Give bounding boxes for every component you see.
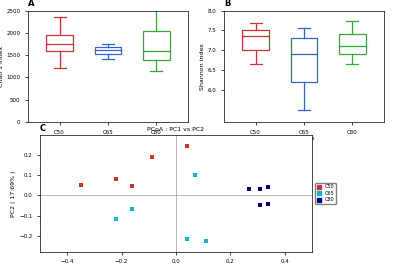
- Text: A: A: [28, 0, 34, 8]
- Point: [192, 173, 198, 178]
- X-axis label: Groups: Groups: [293, 136, 315, 141]
- Bar: [339, 34, 366, 54]
- Text: B: B: [224, 0, 230, 8]
- Y-axis label: Chao 1 index: Chao 1 index: [0, 46, 4, 87]
- Legend: C50, C65, C80: C50, C65, C80: [315, 183, 336, 204]
- X-axis label: Groups: Groups: [97, 136, 119, 141]
- Point: [246, 187, 253, 192]
- Bar: [46, 35, 73, 51]
- Point: [203, 238, 209, 243]
- Point: [265, 201, 272, 206]
- Text: C: C: [40, 124, 46, 133]
- Point: [113, 217, 119, 221]
- Point: [257, 187, 264, 192]
- Bar: [143, 31, 170, 60]
- Point: [129, 184, 136, 188]
- Point: [113, 177, 119, 182]
- Point: [265, 185, 272, 189]
- Point: [184, 144, 190, 148]
- Bar: [291, 38, 317, 82]
- Y-axis label: PC2 ( 17.69% ): PC2 ( 17.69% ): [11, 170, 16, 217]
- Title: PCoA : PC1 vs PC2: PCoA : PC1 vs PC2: [148, 127, 204, 132]
- Point: [129, 206, 136, 211]
- Point: [78, 183, 84, 188]
- Bar: [242, 30, 269, 50]
- Point: [257, 202, 264, 207]
- Bar: [95, 47, 121, 54]
- Point: [184, 237, 190, 241]
- Point: [148, 155, 155, 159]
- Y-axis label: Shannon index: Shannon index: [200, 43, 205, 90]
